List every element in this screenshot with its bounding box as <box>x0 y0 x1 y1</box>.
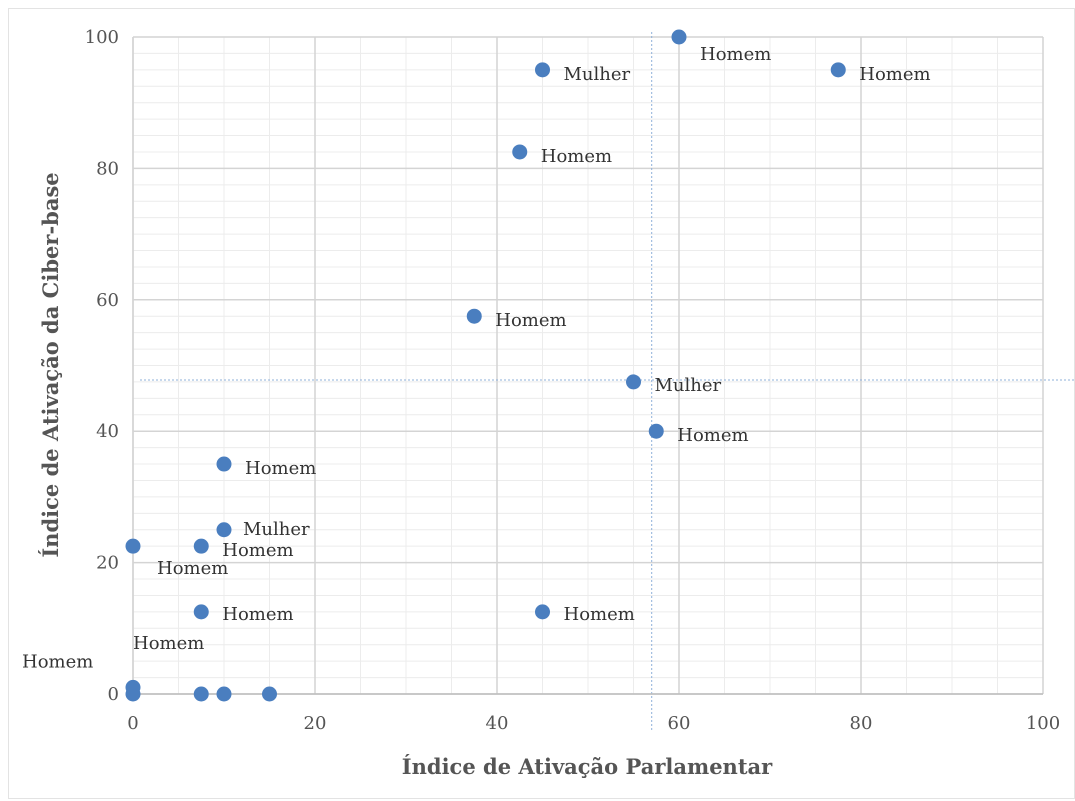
point-label: Homem <box>245 458 316 479</box>
x-tick-label: 60 <box>668 713 691 734</box>
data-point <box>193 686 209 702</box>
data-point <box>648 423 664 439</box>
y-tick-label: 100 <box>85 27 119 48</box>
data-point <box>193 604 209 620</box>
point-label: Homem <box>859 64 930 85</box>
data-point <box>193 538 209 554</box>
data-point <box>216 456 232 472</box>
data-point <box>671 29 687 45</box>
point-label: Homem <box>157 558 228 579</box>
point-label: Homem <box>564 604 635 625</box>
data-point <box>830 62 846 78</box>
point-label: Homem <box>541 146 612 167</box>
point-label: Homem <box>677 425 748 446</box>
x-axis-title: Índice de Ativação Parlamentar <box>402 754 773 779</box>
minor-gridlines <box>133 37 1043 694</box>
x-tick-label: 0 <box>127 713 138 734</box>
point-label: Homem <box>222 604 293 625</box>
data-point <box>512 144 528 160</box>
point-label: Mulher <box>655 375 722 396</box>
x-tick-label: 20 <box>304 713 327 734</box>
y-tick-label: 0 <box>108 684 119 705</box>
data-point <box>216 686 232 702</box>
data-point <box>216 522 232 538</box>
point-label: Mulher <box>564 64 631 85</box>
y-tick-label: 60 <box>96 290 119 311</box>
point-label: Homem <box>222 540 293 561</box>
point-label: Homem <box>495 310 566 331</box>
point-label: Mulher <box>243 519 310 540</box>
data-point <box>535 604 550 620</box>
x-axis-tick-labels: 0 20 40 60 80 100 <box>127 713 1060 734</box>
reference-lines <box>140 32 1075 730</box>
point-label: Homem <box>700 44 771 65</box>
point-label: Homem <box>22 651 93 672</box>
y-tick-label: 20 <box>96 553 119 574</box>
data-point <box>535 62 550 78</box>
y-axis-tick-labels: 0 20 40 60 80 100 <box>85 27 119 705</box>
data-point <box>262 686 277 702</box>
y-tick-label: 40 <box>96 421 119 442</box>
x-tick-label: 100 <box>1026 713 1060 734</box>
outer-frame <box>8 8 1075 799</box>
x-tick-label: 80 <box>850 713 873 734</box>
data-point <box>125 538 141 554</box>
data-point <box>466 308 482 324</box>
data-point <box>626 374 641 390</box>
axes <box>132 37 1043 695</box>
y-axis-title: Índice de Ativação da Ciber-base <box>38 172 63 557</box>
y-tick-label: 80 <box>96 158 119 179</box>
point-label: Homem <box>133 633 204 654</box>
data-points <box>125 29 846 702</box>
x-tick-label: 40 <box>486 713 509 734</box>
data-point <box>125 686 141 702</box>
